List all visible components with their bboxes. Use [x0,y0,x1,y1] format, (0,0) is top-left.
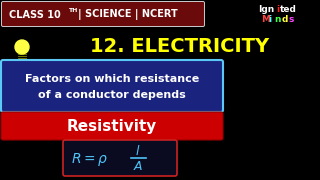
Text: Factors on which resistance: Factors on which resistance [25,74,199,84]
Text: TH: TH [68,8,77,12]
Text: $R = \rho\ $: $R = \rho\ $ [71,150,109,168]
Text: i: i [268,15,271,24]
FancyBboxPatch shape [1,60,223,112]
Text: M: M [261,15,270,24]
Text: i: i [276,4,279,14]
Text: CLASS 10: CLASS 10 [9,10,61,20]
Text: 12. ELECTRICITY: 12. ELECTRICITY [91,37,269,57]
Text: $A$: $A$ [133,159,143,172]
FancyBboxPatch shape [63,140,177,176]
Text: n: n [275,15,281,24]
Circle shape [15,40,29,54]
Text: Ign: Ign [258,4,274,14]
Text: Resistivity: Resistivity [67,120,157,134]
Text: | SCIENCE | NCERT: | SCIENCE | NCERT [78,10,178,21]
FancyBboxPatch shape [2,1,204,26]
Text: $l$: $l$ [135,144,141,158]
Text: ted: ted [280,4,297,14]
FancyBboxPatch shape [1,112,223,140]
Text: s: s [288,15,293,24]
Text: of a conductor depends: of a conductor depends [38,90,186,100]
Text: d: d [281,15,288,24]
